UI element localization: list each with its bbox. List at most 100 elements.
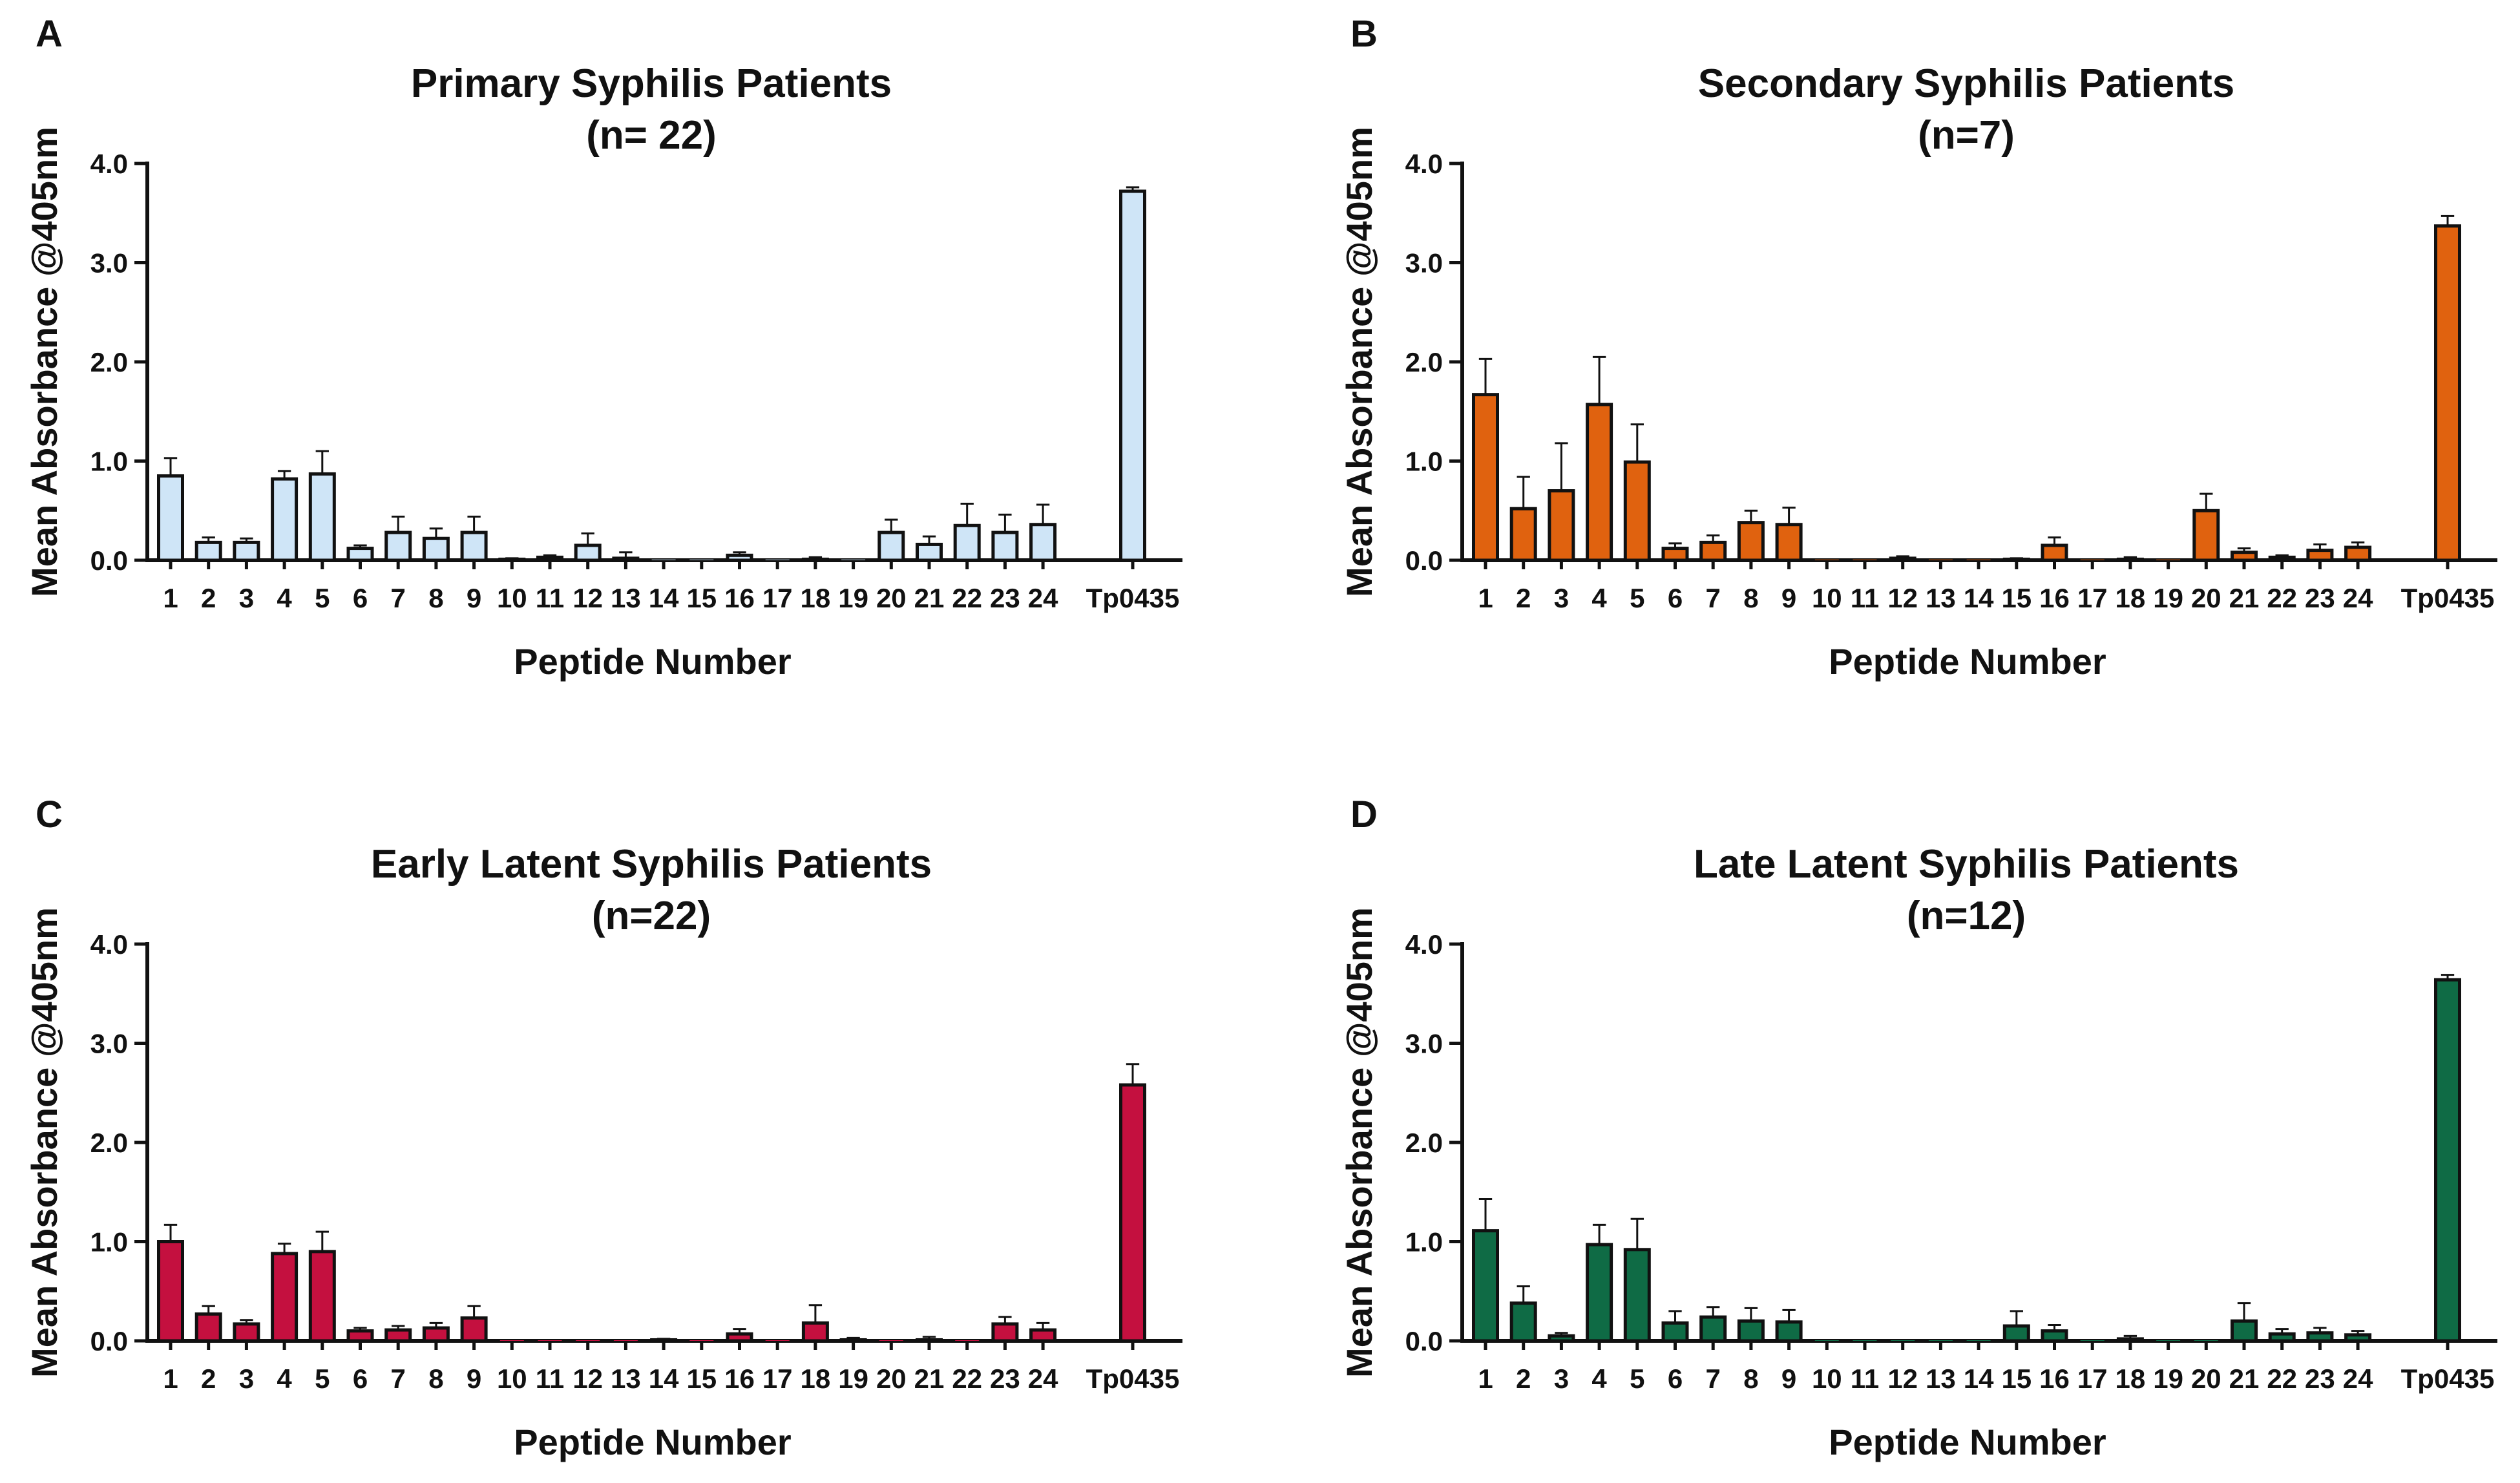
bar (1119, 189, 1146, 562)
error-bar (543, 554, 557, 558)
bar (2231, 551, 2258, 562)
bar (2344, 1333, 2372, 1343)
error-bar (1592, 355, 1606, 405)
x-tick-label: 12 (572, 583, 603, 613)
bar (879, 1340, 903, 1341)
bar (346, 547, 374, 562)
y-axis-label: Mean Absorbance @405nm (1339, 127, 1380, 597)
bar (1699, 540, 1727, 562)
x-tick-label: 13 (1926, 583, 1956, 613)
error-bar (240, 537, 253, 543)
x-tick-label: 3 (239, 1363, 254, 1394)
bar (801, 557, 829, 562)
error-bar (1630, 1217, 1644, 1250)
error-bar (353, 1327, 367, 1331)
x-tick-label: 3 (239, 583, 254, 613)
error-bar (2048, 1323, 2061, 1331)
error-bar (960, 503, 974, 526)
x-tick-label: 24 (1028, 583, 1058, 613)
panel-letter: B (1350, 13, 1378, 55)
x-tick-label: 17 (762, 583, 793, 613)
error-bar (392, 515, 405, 533)
y-axis-label: Mean Absorbance @405nm (24, 907, 65, 1378)
x-tick-label: 3 (1554, 1363, 1569, 1394)
error-bar (2275, 554, 2289, 558)
x-tick-label: 17 (2077, 1363, 2108, 1394)
bar (1966, 1340, 1991, 1341)
x-tick-label: 6 (1668, 1363, 1683, 1394)
bar (801, 1321, 829, 1343)
bar (877, 531, 905, 562)
bar (498, 557, 526, 562)
x-tick-label: 24 (2343, 1363, 2373, 1394)
x-tick-label: 14 (1964, 1363, 1994, 1394)
x-tick-label: 5 (1630, 583, 1644, 613)
error-bar (240, 1319, 253, 1324)
x-tick-label: 14 (649, 1363, 679, 1394)
bar (2116, 1337, 2144, 1343)
bar (1814, 1340, 1839, 1341)
y-tick-label: 1.0 (90, 447, 128, 477)
x-tick-label: 20 (2191, 583, 2221, 613)
bar (2306, 1331, 2334, 1343)
x-tick-label: 9 (467, 583, 481, 613)
x-tick-label: 11 (536, 1363, 564, 1394)
bar (2080, 1340, 2105, 1341)
x-tick-label: 11 (1851, 1363, 1879, 1394)
error-bar (2200, 492, 2213, 511)
y-tick-label: 1.0 (1405, 447, 1443, 477)
chart-panel-b: B Secondary Syphilis Patients (n=7) Mean Ab… (1339, 13, 2497, 682)
bar (2116, 557, 2144, 562)
error-bar (2048, 536, 2061, 545)
x-tick-label: 4 (1591, 1363, 1607, 1394)
x-tick-label: 21 (914, 583, 945, 613)
bar (916, 1338, 943, 1343)
panel-letter: A (36, 13, 63, 55)
x-tick-label: 22 (2267, 583, 2297, 613)
bar (308, 472, 336, 562)
x-tick-label: Tp0435 (1086, 583, 1180, 613)
bar (346, 1329, 374, 1343)
error-bar (1630, 423, 1644, 463)
bar (2002, 1324, 2030, 1343)
error-bar (429, 1321, 443, 1329)
y-tick-label: 3.0 (90, 1029, 128, 1059)
x-tick-label: 7 (1706, 583, 1721, 613)
bar (2344, 545, 2372, 562)
y-tick-label: 2.0 (90, 1128, 128, 1158)
x-tick-label: 14 (649, 583, 679, 613)
x-tick-label: 20 (876, 1363, 907, 1394)
bar (2268, 555, 2296, 562)
x-tick-label: 18 (801, 1363, 831, 1394)
error-bar (2441, 974, 2455, 980)
bar (2231, 1319, 2258, 1343)
bar (1548, 489, 1575, 562)
y-tick-label: 2.0 (90, 347, 128, 377)
x-tick-label: 4 (277, 1363, 292, 1394)
chart-subtitle: (n= 22) (586, 113, 717, 158)
bar (1737, 521, 1765, 562)
bar (271, 1252, 299, 1343)
error-bar (1126, 186, 1140, 191)
x-tick-label: 22 (2267, 1363, 2297, 1394)
bar (538, 1340, 562, 1341)
bar (1119, 1083, 1146, 1343)
x-tick-label: 2 (1516, 583, 1531, 613)
bar (1737, 1319, 1765, 1343)
bar (955, 1340, 980, 1341)
x-tick-label: 3 (1554, 583, 1569, 613)
x-tick-label: 13 (611, 583, 641, 613)
error-bar (1517, 476, 1530, 509)
x-tick-label: 19 (2153, 583, 2183, 613)
x-tick-label: 5 (315, 1363, 330, 1394)
error-bar (277, 1243, 291, 1254)
bar (765, 1340, 790, 1341)
x-tick-label: 8 (1743, 583, 1758, 613)
x-tick-label: 10 (1812, 583, 1842, 613)
x-tick-label: Tp0435 (1086, 1363, 1180, 1394)
x-tick-label: 12 (1887, 1363, 1918, 1394)
bar (384, 531, 412, 562)
error-bar (733, 551, 746, 556)
x-tick-label: 21 (2229, 1363, 2260, 1394)
